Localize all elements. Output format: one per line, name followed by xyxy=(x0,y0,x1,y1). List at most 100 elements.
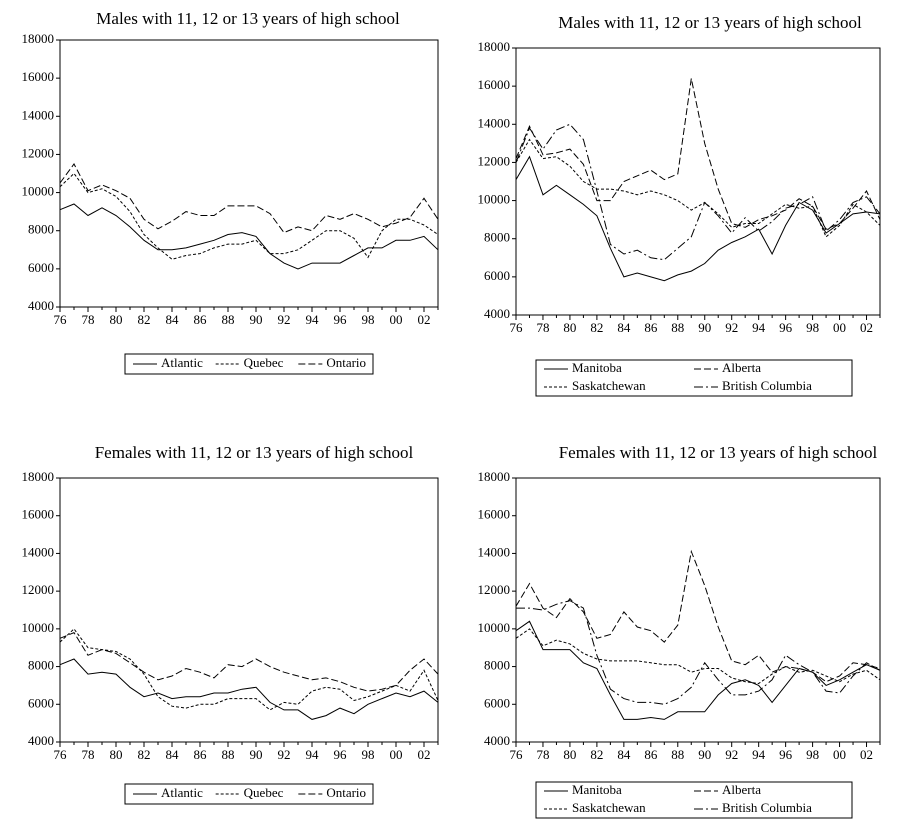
legend-label: Quebec xyxy=(244,355,284,370)
x-tick-label: 82 xyxy=(590,320,603,335)
y-tick-label: 8000 xyxy=(28,222,54,237)
x-tick-label: 88 xyxy=(222,747,235,762)
series-line xyxy=(515,155,881,282)
legend-label: Atlantic xyxy=(161,355,203,370)
y-tick-label: 10000 xyxy=(478,620,511,635)
x-tick-label: 00 xyxy=(390,312,403,327)
x-tick-label: 96 xyxy=(334,747,348,762)
series-line xyxy=(515,549,881,683)
x-tick-label: 96 xyxy=(334,312,348,327)
legend-label: Saskatchewan xyxy=(572,800,646,815)
y-tick-label: 18000 xyxy=(478,39,511,54)
series-line xyxy=(59,628,439,711)
x-tick-label: 02 xyxy=(418,747,431,762)
series-line xyxy=(515,620,881,720)
chart-title: Males with 11, 12 or 13 years of high sc… xyxy=(558,13,862,32)
y-tick-label: 12000 xyxy=(22,145,55,160)
y-tick-label: 6000 xyxy=(484,695,510,710)
x-tick-label: 02 xyxy=(418,312,431,327)
x-tick-label: 78 xyxy=(536,747,549,762)
y-tick-label: 10000 xyxy=(22,184,55,199)
y-tick-label: 6000 xyxy=(28,695,54,710)
chart-title: Females with 11, 12 or 13 years of high … xyxy=(559,443,878,462)
x-tick-label: 98 xyxy=(806,320,819,335)
series-line xyxy=(515,123,881,261)
y-tick-label: 14000 xyxy=(22,107,55,122)
legend-label: Alberta xyxy=(722,782,761,797)
y-tick-label: 4000 xyxy=(28,298,54,313)
legend-label: Saskatchewan xyxy=(572,378,646,393)
plot-frame xyxy=(515,477,881,743)
y-tick-label: 12000 xyxy=(478,582,511,597)
y-tick-label: 8000 xyxy=(28,658,54,673)
x-tick-label: 86 xyxy=(644,320,658,335)
x-tick-label: 90 xyxy=(698,320,711,335)
x-tick-label: 86 xyxy=(194,312,208,327)
y-tick-label: 6000 xyxy=(484,268,510,283)
legend-label: Manitoba xyxy=(572,782,622,797)
x-tick-label: 02 xyxy=(860,320,873,335)
legend-label: Manitoba xyxy=(572,360,622,375)
series-line xyxy=(59,658,439,720)
chart-title: Females with 11, 12 or 13 years of high … xyxy=(95,443,414,462)
y-tick-label: 12000 xyxy=(22,582,55,597)
series-line xyxy=(516,600,881,705)
y-tick-label: 18000 xyxy=(22,469,55,484)
x-tick-label: 88 xyxy=(671,747,684,762)
y-tick-label: 14000 xyxy=(478,115,511,130)
x-tick-label: 94 xyxy=(306,747,320,762)
x-tick-label: 80 xyxy=(563,320,576,335)
x-tick-label: 92 xyxy=(725,320,738,335)
y-tick-label: 4000 xyxy=(28,733,54,748)
x-tick-label: 88 xyxy=(222,312,235,327)
legend-box xyxy=(535,781,853,819)
x-tick-label: 90 xyxy=(698,747,711,762)
y-tick-label: 16000 xyxy=(478,77,511,92)
legend-label: Alberta xyxy=(722,360,761,375)
y-tick-label: 8000 xyxy=(484,658,510,673)
x-tick-label: 84 xyxy=(617,320,631,335)
legend-box xyxy=(124,783,374,805)
x-tick-label: 98 xyxy=(362,312,375,327)
y-tick-label: 10000 xyxy=(478,192,511,207)
x-tick-label: 80 xyxy=(563,747,576,762)
x-tick-label: 78 xyxy=(82,747,95,762)
x-tick-label: 90 xyxy=(250,312,263,327)
x-tick-label: 82 xyxy=(590,747,603,762)
x-tick-label: 00 xyxy=(833,747,846,762)
x-tick-label: 76 xyxy=(54,747,68,762)
y-tick-label: 12000 xyxy=(478,153,511,168)
x-tick-label: 80 xyxy=(110,312,123,327)
x-tick-label: 76 xyxy=(54,312,68,327)
x-tick-label: 78 xyxy=(536,320,549,335)
x-tick-label: 94 xyxy=(752,747,766,762)
x-tick-label: 84 xyxy=(166,747,180,762)
x-tick-label: 84 xyxy=(617,747,631,762)
series-line xyxy=(59,172,439,260)
x-tick-label: 88 xyxy=(671,320,684,335)
y-tick-label: 16000 xyxy=(478,507,511,522)
x-tick-label: 86 xyxy=(644,747,658,762)
x-tick-label: 96 xyxy=(779,747,793,762)
y-tick-label: 4000 xyxy=(484,733,510,748)
y-tick-label: 16000 xyxy=(22,507,55,522)
x-tick-label: 82 xyxy=(138,312,151,327)
legend-box xyxy=(124,353,374,375)
x-tick-label: 76 xyxy=(510,747,524,762)
x-tick-label: 80 xyxy=(110,747,123,762)
x-tick-label: 00 xyxy=(390,747,403,762)
series-line xyxy=(515,138,881,238)
x-tick-label: 78 xyxy=(82,312,95,327)
y-tick-label: 18000 xyxy=(478,469,511,484)
y-tick-label: 14000 xyxy=(478,544,511,559)
plot-frame xyxy=(59,477,439,743)
x-tick-label: 84 xyxy=(166,312,180,327)
legend-box xyxy=(535,359,853,397)
x-tick-label: 00 xyxy=(833,320,846,335)
x-tick-label: 98 xyxy=(362,747,375,762)
y-tick-label: 10000 xyxy=(22,620,55,635)
x-tick-label: 98 xyxy=(806,747,819,762)
legend-label: British Columbia xyxy=(722,800,812,815)
legend-label: Ontario xyxy=(326,785,366,800)
